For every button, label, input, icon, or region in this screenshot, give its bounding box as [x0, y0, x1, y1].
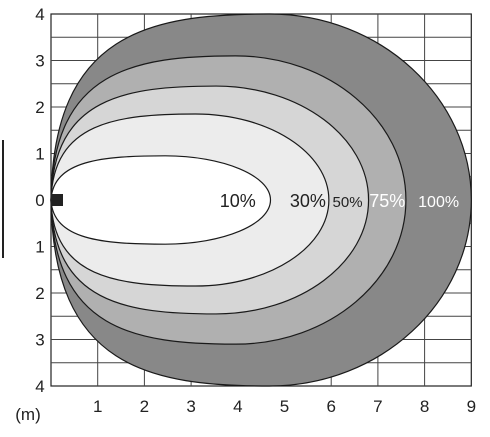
- y-tick-label: 2: [35, 98, 44, 117]
- y-tick-label: 3: [35, 331, 44, 350]
- zone-labels: 100% 75% 50% 30% 10%: [220, 191, 459, 211]
- x-axis-unit-label: (m): [15, 405, 40, 424]
- zone-label: 100%: [418, 194, 459, 211]
- x-tick-label: 6: [326, 397, 335, 416]
- y-tick-label: 1: [35, 145, 44, 164]
- sensor-marker: [51, 194, 63, 206]
- zone-label: 75%: [369, 191, 405, 211]
- zone-label: 50%: [333, 194, 363, 211]
- coverage-zone: [50, 155, 272, 245]
- x-tick-label: 5: [280, 397, 289, 416]
- x-tick-label: 1: [93, 397, 102, 416]
- axes: 1 2 3 4 5 6 7 8 9 (m) 4 3 2 1 0 1 2 3 4: [15, 5, 476, 424]
- x-tick-label: 9: [467, 397, 476, 416]
- y-tick-label: 0: [35, 191, 44, 210]
- x-tick-label: 4: [233, 397, 242, 416]
- coverage-zones: [50, 13, 472, 387]
- x-tick-label: 7: [373, 397, 382, 416]
- y-tick-label: 2: [35, 284, 44, 303]
- zone-label: 10%: [220, 191, 256, 211]
- x-tick-label: 8: [420, 397, 429, 416]
- y-tick-label: 1: [35, 238, 44, 257]
- zone-label: 30%: [290, 191, 326, 211]
- y-tick-label: 4: [35, 377, 44, 396]
- y-tick-label: 3: [35, 52, 44, 71]
- x-tick-label: 3: [186, 397, 195, 416]
- x-tick-label: 2: [140, 397, 149, 416]
- y-tick-label: 4: [35, 5, 44, 24]
